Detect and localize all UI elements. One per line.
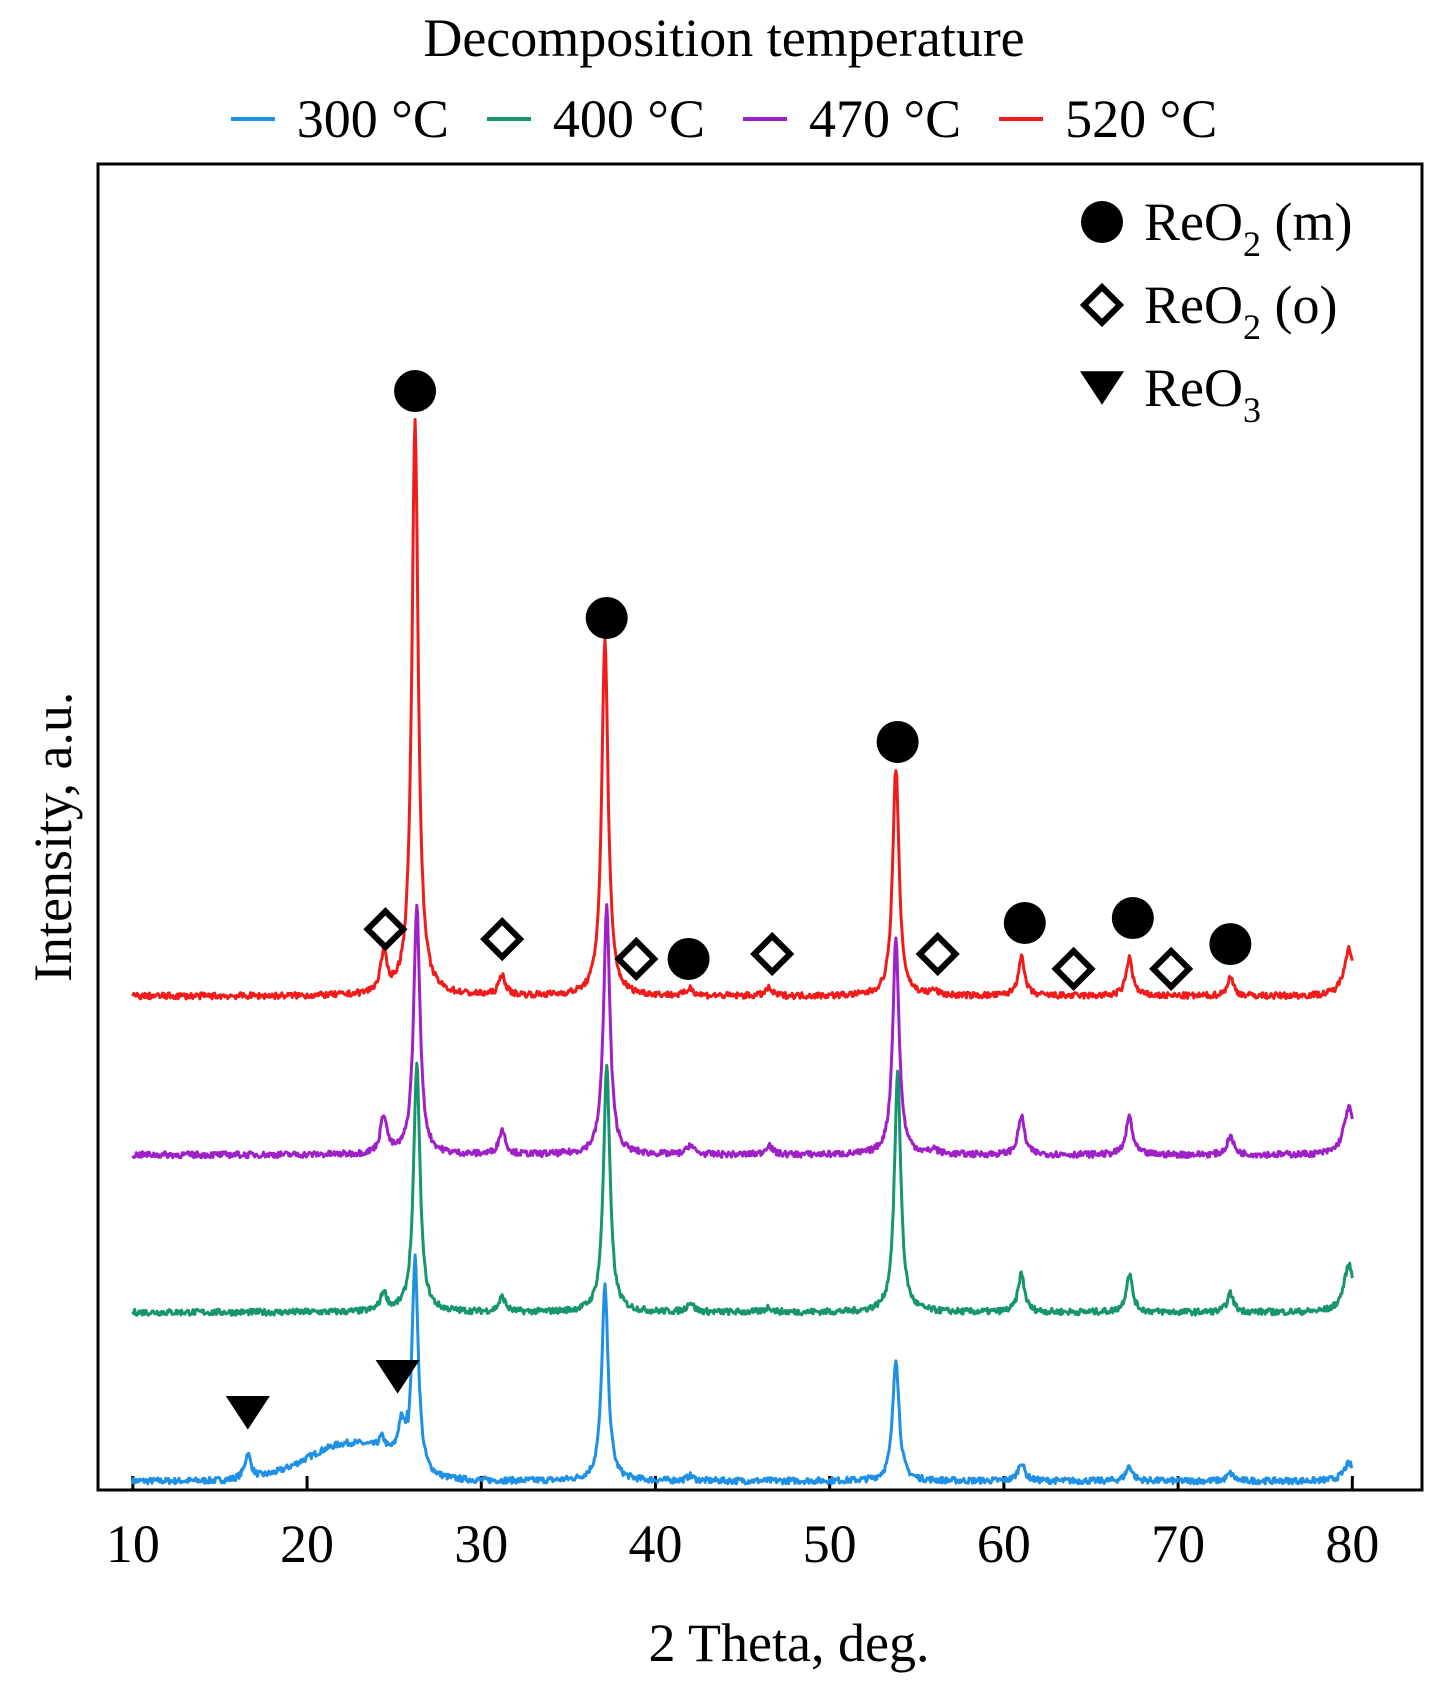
y-axis-label: Intensity, a.u. bbox=[23, 691, 83, 982]
marker-triangle-14 bbox=[225, 1396, 270, 1430]
x-tick-label-30: 30 bbox=[454, 1514, 508, 1574]
series-line-520 bbox=[131, 418, 1354, 1001]
marker-circle-0 bbox=[394, 370, 437, 413]
legend-swatch-470 bbox=[743, 117, 787, 121]
legend-swatch-300 bbox=[230, 117, 275, 121]
x-tick-label-20: 20 bbox=[280, 1514, 334, 1574]
legend-label-300: 300 °C bbox=[296, 89, 449, 149]
marker-diamond-7 bbox=[363, 907, 408, 952]
marker-triangle-15 bbox=[375, 1360, 420, 1394]
x-tick-label-10: 10 bbox=[106, 1514, 160, 1574]
marker-diamond-8 bbox=[480, 917, 525, 962]
series-line-470 bbox=[131, 903, 1354, 1160]
series-line-400 bbox=[131, 1061, 1354, 1317]
legend-swatch-400 bbox=[486, 117, 531, 121]
chart-title: Decomposition temperature bbox=[423, 8, 1025, 68]
x-axis-label: 2 Theta, deg. bbox=[648, 1613, 930, 1673]
legend-item-300: 300 °C bbox=[230, 88, 449, 150]
legend-marker-label-0: ReO2 (m) bbox=[1144, 192, 1352, 264]
series-line-300 bbox=[131, 1253, 1354, 1486]
marker-diamond-12 bbox=[1051, 946, 1096, 991]
marker-circle-5 bbox=[1111, 897, 1154, 940]
x-tick-label-60: 60 bbox=[977, 1514, 1031, 1574]
marker-circle-3 bbox=[667, 937, 710, 980]
marker-circle-4 bbox=[1003, 902, 1046, 944]
legend-marker-triangle bbox=[1079, 371, 1125, 405]
legend-label-520: 520 °C bbox=[1065, 89, 1218, 149]
series-legend: 300 °C 400 °C 470 °C 520 °C bbox=[0, 84, 1448, 154]
legend-item-400: 400 °C bbox=[486, 88, 705, 150]
legend-item-520: 520 °C bbox=[999, 88, 1217, 150]
legend-swatch-520 bbox=[999, 117, 1044, 121]
x-tick-label-50: 50 bbox=[803, 1514, 857, 1574]
marker-diamond-9 bbox=[614, 936, 659, 982]
plot-frame bbox=[96, 162, 1424, 1492]
marker-diamond-10 bbox=[750, 931, 795, 977]
marker-circle-2 bbox=[876, 720, 919, 763]
marker-diamond-13 bbox=[1149, 946, 1194, 991]
legend-marker-label-2: ReO3 bbox=[1144, 358, 1261, 430]
legend-label-470: 470 °C bbox=[809, 89, 962, 149]
marker-diamond-11 bbox=[915, 931, 960, 977]
marker-circle-1 bbox=[585, 596, 628, 639]
legend-label-400: 400 °C bbox=[552, 89, 705, 149]
x-tick-label-80: 80 bbox=[1325, 1514, 1379, 1574]
x-tick-label-70: 70 bbox=[1151, 1514, 1205, 1574]
legend-marker-label-1: ReO2 (o) bbox=[1144, 275, 1337, 347]
legend-marker-diamond bbox=[1079, 282, 1125, 328]
marker-circle-6 bbox=[1209, 923, 1252, 966]
legend-marker-circle bbox=[1081, 201, 1123, 243]
x-tick-label-40: 40 bbox=[628, 1514, 682, 1574]
legend-item-470: 470 °C bbox=[743, 88, 961, 150]
